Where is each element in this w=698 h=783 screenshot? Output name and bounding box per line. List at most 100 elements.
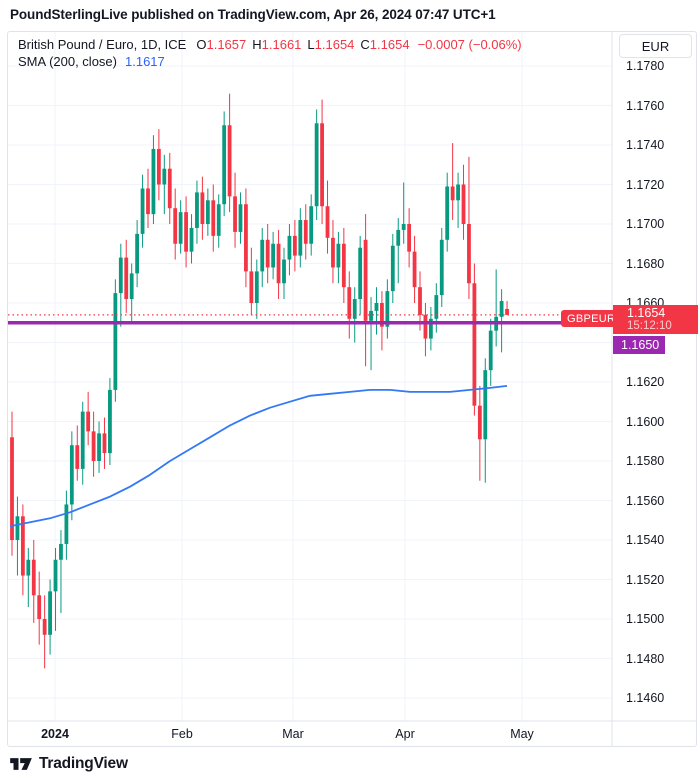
candle-body [178, 212, 183, 244]
candle-body [146, 188, 150, 215]
candle-body [450, 186, 455, 201]
candle-body [396, 229, 401, 246]
candle-body [20, 516, 25, 576]
price-axis[interactable]: 1.1780 1.1760 1.1740 1.1720 1.1700 1.1680 1.16… [612, 0, 698, 747]
candle-body [64, 504, 69, 544]
candle-body [336, 243, 341, 268]
candle-body [282, 259, 286, 284]
attribution-header: PoundSterlingLive published on TradingVi… [10, 7, 496, 22]
candle-body [113, 293, 118, 390]
candle-body [26, 559, 31, 576]
candle-body [10, 437, 14, 540]
candle-body [341, 243, 346, 288]
current-price-value: 1.1654 [627, 306, 666, 320]
price-tick-label: 1.1500 [626, 612, 665, 626]
candle-body [162, 168, 167, 185]
candle-body [233, 196, 237, 232]
time-tick-label: May [510, 727, 534, 741]
time-tick-label: 2024 [41, 727, 69, 741]
candle-body [352, 299, 357, 319]
price-tick-label: 1.1600 [626, 414, 665, 429]
candle-body [222, 125, 227, 205]
price-tick-label: 1.1760 [626, 98, 665, 113]
candle-body [363, 239, 368, 321]
open-label: O [196, 37, 207, 52]
candle-body [91, 431, 96, 461]
candle-body [298, 220, 303, 256]
price-tick-label: 1.1520 [626, 572, 665, 587]
level-price-tag: 1.1650 [613, 336, 665, 354]
candle-body [238, 204, 243, 232]
open-value: 1.1657 [206, 37, 247, 52]
high-label: H [252, 37, 262, 52]
candle-body [69, 445, 74, 505]
time-axis[interactable]: 2024 Feb Mar Apr May [0, 721, 698, 747]
candle-body [271, 243, 276, 268]
candle-body [80, 411, 85, 469]
candle-body [75, 445, 80, 469]
candle-body [505, 308, 509, 315]
candle-body [227, 125, 232, 197]
sma-legend-row: SMA (200, close) 1.1617 [18, 54, 522, 70]
price-tick-label: 1.1700 [626, 217, 665, 231]
candle-body [434, 295, 439, 319]
candle-body [439, 239, 444, 296]
price-tick-label: 1.1780 [626, 59, 665, 73]
candle-body [211, 200, 216, 236]
candle-body [97, 433, 101, 461]
candle-body [412, 251, 417, 288]
candle-body [135, 233, 140, 274]
tradingview-logo-icon [10, 754, 32, 774]
sma-label: SMA (200, close) [18, 54, 117, 69]
currency-button[interactable]: EUR [619, 34, 692, 58]
tradingview-brand[interactable]: TradingView [10, 754, 128, 774]
candle-body [216, 204, 221, 236]
candle-body [167, 168, 172, 209]
candle-body [151, 148, 156, 215]
candle-body [456, 184, 460, 201]
candle-body [423, 314, 428, 339]
symbol-title: British Pound / Euro, 1D, ICE [18, 37, 187, 52]
candle-body [48, 591, 52, 635]
candle-body [42, 619, 47, 635]
candle-body [325, 206, 330, 238]
candle-body [358, 247, 363, 300]
candle-body [276, 243, 281, 284]
candle-body [140, 188, 145, 234]
candle-body [407, 224, 412, 252]
candle-body [265, 239, 270, 268]
high-value: 1.1661 [261, 37, 302, 52]
candle-body [401, 224, 406, 230]
tradingview-logo-text: TradingView [39, 755, 128, 772]
candle-body [59, 543, 63, 560]
candle-body [347, 287, 352, 319]
candle-body [244, 204, 248, 272]
candle-body [37, 595, 42, 619]
sma-line [9, 385, 508, 528]
candle-body [189, 227, 194, 252]
candle-body [124, 257, 129, 300]
candle-body [249, 271, 254, 303]
close-label: C [360, 37, 370, 52]
candle-body [53, 559, 58, 592]
candle-body [156, 148, 161, 185]
candle-body [173, 208, 178, 244]
candle-body [200, 192, 205, 224]
candle-body [205, 200, 210, 224]
time-tick-label: Mar [282, 727, 304, 741]
candle-body [385, 291, 390, 327]
low-label: L [307, 37, 315, 52]
candle-body [184, 212, 188, 252]
candle-body [195, 192, 199, 228]
candle-body [488, 330, 493, 371]
price-tick-label: 1.1540 [626, 533, 665, 547]
candle-body [499, 301, 504, 317]
change-value: −0.0007 (−0.06%) [417, 37, 522, 52]
candle-body [472, 283, 477, 406]
candle-body [254, 271, 259, 303]
time-tick-label: Feb [171, 727, 193, 741]
price-line-symbol-tag: GBPEUR [561, 310, 622, 327]
